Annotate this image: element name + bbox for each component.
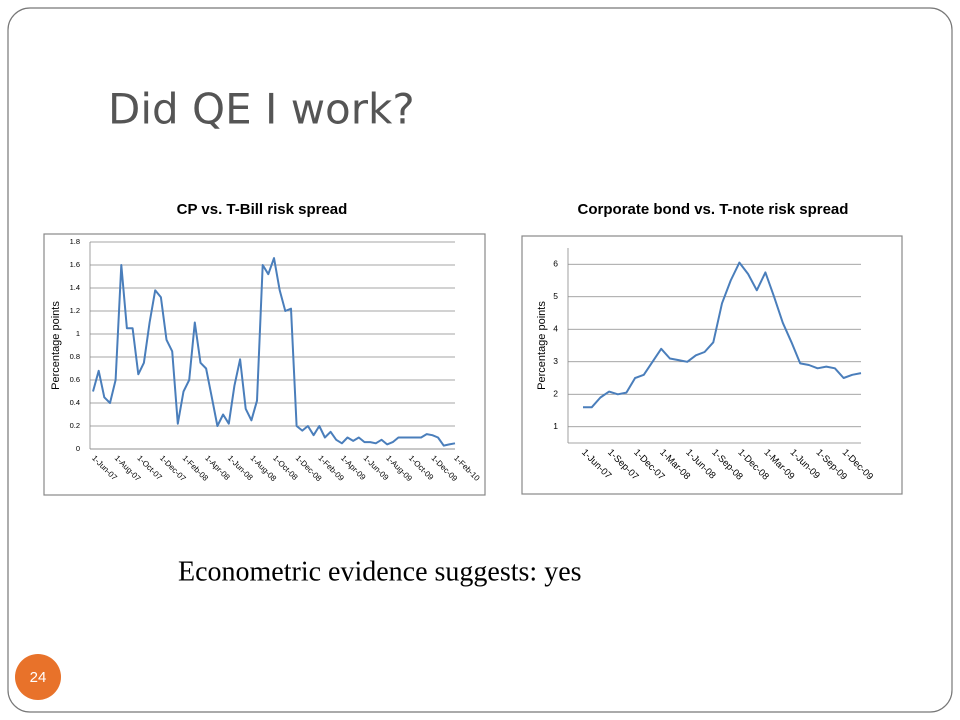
y-tick-label: 1.6	[70, 260, 80, 269]
y-axis-label: Percentage points	[50, 301, 62, 390]
y-tick-label: 1.8	[70, 237, 80, 246]
y-tick-label: 6	[553, 259, 558, 269]
y-tick-label: 1.4	[70, 283, 80, 292]
y-tick-label: 0.6	[70, 375, 80, 384]
y-tick-label: 4	[553, 324, 558, 334]
chart-title: Corporate bond vs. T-note risk spread	[578, 201, 849, 218]
y-tick-label: 0	[76, 444, 80, 453]
chart-frame	[521, 235, 903, 495]
y-axis-label: Percentage points	[536, 301, 548, 390]
y-tick-label: 0.2	[70, 421, 80, 430]
line-series	[92, 257, 456, 447]
y-tick-label: 1	[553, 421, 558, 431]
y-tick-label: 5	[553, 291, 558, 301]
chart-frame	[43, 233, 486, 496]
body-text: Econometric evidence suggests: yes	[178, 556, 582, 587]
chart-title: CP vs. T-Bill risk spread	[177, 201, 348, 218]
y-tick-label: 3	[553, 356, 558, 366]
slide-title: Did QE I work?	[108, 85, 415, 134]
y-tick-label: 1.2	[70, 306, 80, 315]
y-tick-label: 1	[76, 329, 80, 338]
line-series	[583, 261, 862, 409]
y-tick-label: 0.4	[70, 398, 80, 407]
y-tick-label: 2	[553, 389, 558, 399]
y-tick-label: 0.8	[70, 352, 80, 361]
page-badge	[15, 654, 61, 700]
page-number: 24	[30, 669, 47, 686]
